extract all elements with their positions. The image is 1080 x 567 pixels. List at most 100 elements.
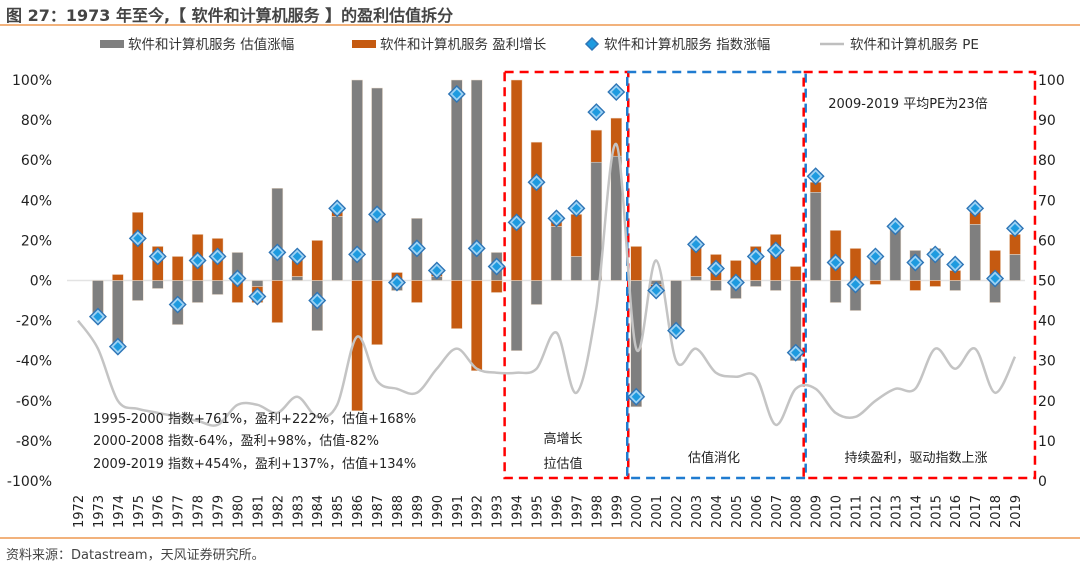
earnings-bar <box>171 256 184 281</box>
x-axis-tick-label: 1978 <box>192 495 207 528</box>
index-marker <box>946 255 965 274</box>
annotation-box <box>625 70 807 480</box>
x-axis-tick-label: 2019 <box>1009 495 1024 528</box>
index-marker <box>368 205 387 224</box>
index-marker <box>328 199 347 218</box>
valuation-bar <box>510 280 523 351</box>
index-marker-inner <box>193 255 203 265</box>
x-axis-tick-label: 2000 <box>630 495 645 528</box>
index-marker-inner <box>492 261 502 271</box>
index-marker <box>607 83 626 102</box>
index-marker <box>108 337 127 356</box>
left-axis-tick-label: -60% <box>16 394 52 410</box>
x-axis-tick-label: 2009 <box>810 495 825 528</box>
index-marker <box>906 253 925 272</box>
earnings-bar <box>929 280 942 287</box>
valuation-bar <box>211 280 224 295</box>
index-marker <box>786 343 805 362</box>
earnings-bar <box>311 240 323 281</box>
earnings-bar <box>490 280 503 293</box>
index-marker <box>766 241 785 260</box>
index-marker-inner <box>312 296 322 306</box>
index-marker-inner <box>252 292 262 302</box>
x-axis-tick-label: 2007 <box>770 495 785 528</box>
index-marker <box>387 273 406 292</box>
left-axis-tick-label: -40% <box>16 354 52 370</box>
index-marker-inner <box>472 243 482 253</box>
index-marker-inner <box>532 177 542 187</box>
index-marker-inner <box>651 286 661 296</box>
left-axis-tick-label: 20% <box>21 233 52 249</box>
index-marker-inner <box>133 233 143 243</box>
index-marker <box>587 103 606 122</box>
index-marker <box>627 387 646 406</box>
index-markers <box>88 83 1024 406</box>
index-marker-inner <box>890 221 900 231</box>
legend-item: 软件和计算机服务 估值涨幅 <box>100 37 294 53</box>
x-axis-tick-label: 1987 <box>371 495 386 528</box>
index-marker-inner <box>452 89 462 99</box>
x-axis-tick-label: 1975 <box>132 495 147 528</box>
x-axis-tick-label: 1990 <box>431 495 446 528</box>
right-axis-tick-label: 80 <box>1038 153 1056 169</box>
index-marker <box>986 269 1005 288</box>
index-marker <box>228 269 247 288</box>
index-marker <box>926 245 945 264</box>
valuation-bar <box>570 256 583 281</box>
index-marker-inner <box>711 263 721 273</box>
x-axis-tick-label: 1972 <box>72 495 87 528</box>
right-axis-tick-label: 50 <box>1038 274 1056 290</box>
earnings-bar <box>909 280 922 291</box>
x-axis-tick-label: 1974 <box>112 495 127 528</box>
index-marker-inner <box>751 251 761 261</box>
index-marker-inner <box>412 243 422 253</box>
index-marker-inner <box>631 392 641 402</box>
x-axis-tick-label: 1993 <box>491 495 506 528</box>
x-axis-tick-label: 1998 <box>590 495 605 528</box>
left-axis-tick-label: -80% <box>16 434 52 450</box>
legend-label: 软件和计算机服务 盈利增长 <box>380 37 547 53</box>
index-marker <box>527 173 546 192</box>
valuation-bar <box>291 276 304 281</box>
index-marker <box>208 247 227 266</box>
index-marker <box>966 199 985 218</box>
x-axis-tick-label: 1986 <box>351 495 366 528</box>
right-axis-tick-label: 40 <box>1038 314 1056 330</box>
index-marker-inner <box>432 265 442 275</box>
legend-label: 软件和计算机服务 PE <box>850 37 979 53</box>
annotation-text: 2009-2019 指数+454%，盈利+137%，估值+134% <box>93 456 416 472</box>
index-marker-inner <box>551 213 561 223</box>
x-axis-tick-label: 1988 <box>391 495 406 528</box>
x-axis-tick-label: 1973 <box>92 495 107 528</box>
annotation-text: 2000-2008 指数-64%，盈利+98%，估值-82% <box>93 433 379 449</box>
x-axis-tick-label: 2005 <box>730 495 745 528</box>
index-marker <box>826 253 845 272</box>
valuation-bar <box>550 226 563 281</box>
index-marker-inner <box>1010 223 1020 233</box>
right-axis-tick-label: 0 <box>1038 474 1047 490</box>
valuation-bar <box>530 280 543 305</box>
earnings-bar <box>451 280 463 329</box>
earnings-bar <box>371 280 383 345</box>
index-marker-inner <box>731 278 741 288</box>
x-axis-tick-label: 2002 <box>670 495 685 528</box>
index-marker <box>427 261 446 280</box>
earnings-bar <box>610 117 623 157</box>
index-marker-inner <box>930 249 940 259</box>
chart: 软件和计算机服务 估值涨幅 软件和计算机服务 盈利增长 软件和计算机服务 指数涨幅 软… <box>7 36 1065 528</box>
annotation-text: 1995-2000 指数+761%，盈利+222%，估值+168% <box>93 411 416 427</box>
footer-divider <box>0 537 1080 539</box>
right-axis-tick-label: 30 <box>1038 354 1056 370</box>
index-marker <box>647 281 666 300</box>
right-axis-tick-label: 100 <box>1038 73 1065 89</box>
x-axis-tick-label: 1994 <box>511 495 526 528</box>
valuation-bar <box>690 276 702 281</box>
x-axis-tick-label: 1977 <box>172 495 187 528</box>
valuation-bar <box>251 280 264 287</box>
x-axis-tick-label: 2004 <box>710 495 725 528</box>
left-axis-tick-label: 40% <box>21 193 52 209</box>
legend-item: 软件和计算机服务 PE <box>820 37 979 53</box>
index-marker <box>407 239 426 258</box>
legend: 软件和计算机服务 估值涨幅 软件和计算机服务 盈利增长 软件和计算机服务 指数涨幅 软… <box>100 36 979 53</box>
valuation-bar <box>191 280 204 303</box>
